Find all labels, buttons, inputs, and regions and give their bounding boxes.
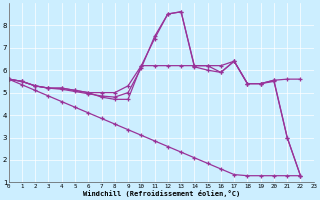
X-axis label: Windchill (Refroidissement éolien,°C): Windchill (Refroidissement éolien,°C)	[83, 190, 240, 197]
